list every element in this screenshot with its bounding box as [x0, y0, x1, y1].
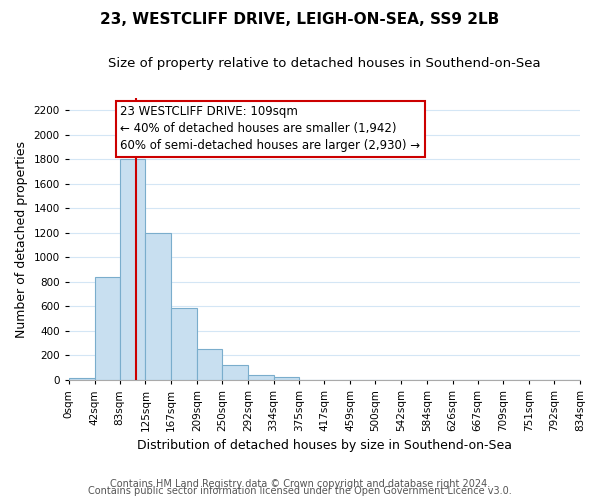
- Bar: [222, 364, 248, 380]
- Bar: [69, 378, 95, 380]
- Y-axis label: Number of detached properties: Number of detached properties: [15, 140, 28, 338]
- Text: Contains public sector information licensed under the Open Government Licence v3: Contains public sector information licen…: [88, 486, 512, 496]
- Bar: [248, 375, 274, 380]
- Title: Size of property relative to detached houses in Southend-on-Sea: Size of property relative to detached ho…: [108, 58, 541, 70]
- Bar: [145, 233, 171, 380]
- Bar: [171, 308, 197, 380]
- Text: 23 WESTCLIFF DRIVE: 109sqm
← 40% of detached houses are smaller (1,942)
60% of s: 23 WESTCLIFF DRIVE: 109sqm ← 40% of deta…: [121, 106, 421, 152]
- Bar: [197, 349, 222, 380]
- Text: Contains HM Land Registry data © Crown copyright and database right 2024.: Contains HM Land Registry data © Crown c…: [110, 479, 490, 489]
- Bar: [274, 377, 299, 380]
- Bar: [120, 160, 145, 380]
- X-axis label: Distribution of detached houses by size in Southend-on-Sea: Distribution of detached houses by size …: [137, 440, 512, 452]
- Text: 23, WESTCLIFF DRIVE, LEIGH-ON-SEA, SS9 2LB: 23, WESTCLIFF DRIVE, LEIGH-ON-SEA, SS9 2…: [100, 12, 500, 28]
- Bar: [95, 277, 120, 380]
